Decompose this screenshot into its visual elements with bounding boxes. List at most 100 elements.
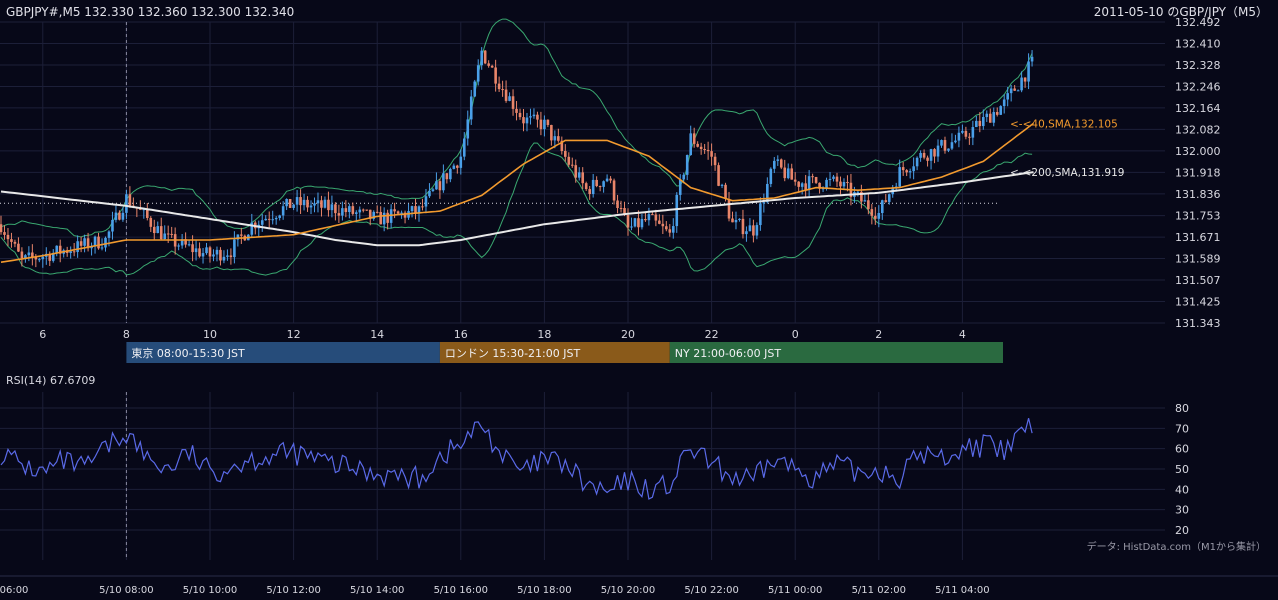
candle-body: [835, 176, 839, 182]
candle-body: [685, 155, 689, 175]
sma200-annotation: <-<200,SMA,131.919: [1010, 167, 1124, 179]
candle-body: [699, 146, 703, 150]
candle-body: [476, 65, 480, 82]
candle-body: [497, 83, 501, 90]
candle-body: [557, 136, 560, 141]
candle-body: [20, 251, 24, 259]
candle-body: [215, 249, 219, 255]
candle-body: [860, 191, 863, 202]
candle-body: [442, 173, 445, 191]
candle-body: [69, 251, 72, 253]
candle-body: [954, 140, 957, 143]
candle-body: [863, 200, 867, 202]
candle-body: [807, 176, 811, 190]
candle-body: [724, 184, 727, 199]
candle-body: [274, 217, 278, 220]
candle-body: [992, 112, 996, 123]
candle-body: [720, 184, 724, 186]
candle-body: [1030, 56, 1034, 62]
candle-body: [1027, 61, 1030, 82]
candle-body: [250, 222, 254, 235]
sma40-annotation: <-<40,SMA,132.105: [1010, 118, 1118, 130]
candle-body: [842, 182, 846, 187]
candle-body: [717, 165, 720, 186]
price-time-tick: 4: [959, 328, 966, 341]
candle-body: [487, 63, 490, 66]
candle-body: [574, 165, 578, 178]
candle-body: [706, 149, 710, 152]
candle-body: [988, 113, 992, 123]
candle-body: [821, 188, 825, 190]
candle-body: [508, 96, 511, 101]
candle-body: [271, 219, 274, 221]
candle-body: [139, 208, 142, 210]
candle-body: [205, 247, 208, 254]
candle-body: [445, 173, 449, 180]
candle-body: [825, 179, 828, 189]
candle-body: [800, 183, 804, 187]
candle-body: [76, 241, 79, 253]
candle-body: [72, 251, 76, 253]
candle-body: [421, 206, 424, 208]
candle-body: [658, 220, 661, 224]
candle-body: [654, 214, 658, 221]
candle-body: [1002, 99, 1006, 107]
candle-body: [779, 159, 783, 168]
candle-body: [483, 50, 487, 64]
candle-body: [128, 194, 132, 206]
price-axis-tick: 132.164: [1175, 102, 1221, 115]
candle-body: [198, 248, 201, 257]
candle-body: [713, 156, 717, 166]
candle-body: [710, 151, 713, 157]
candles: [0, 47, 1034, 268]
candle-body: [456, 165, 459, 168]
candle-body: [644, 218, 647, 221]
candle-body: [10, 239, 13, 242]
candle-body: [975, 120, 978, 128]
candle-body: [936, 145, 940, 157]
candle-body: [48, 253, 52, 261]
price-axis-tick: 131.589: [1175, 253, 1221, 266]
candle-body: [529, 116, 532, 118]
candle-body: [316, 200, 320, 204]
rsi-time-tick: 5/10 10:00: [183, 585, 237, 596]
candle-body: [55, 245, 59, 253]
candle-body: [452, 165, 456, 169]
candle-body: [640, 218, 644, 228]
bollinger-upper: [0, 18, 1033, 238]
candle-body: [372, 211, 376, 219]
candle-body: [766, 183, 769, 203]
rsi-axis-tick: 50: [1175, 463, 1189, 476]
candle-body: [233, 239, 236, 258]
price-axis-tick: 132.246: [1175, 80, 1221, 93]
candle-body: [581, 172, 585, 184]
candle-body: [605, 178, 609, 182]
candle-body: [466, 119, 470, 139]
candle-body: [410, 206, 414, 212]
candle-body: [759, 203, 762, 226]
rsi-panel: 80 70 60 50 40 30 20 06:00 5/10 08:00 5/10 10:00 5…: [0, 402, 1189, 596]
candle-body: [985, 113, 989, 118]
candle-body: [741, 218, 745, 235]
candle-body: [915, 157, 919, 167]
candle-body: [438, 181, 442, 191]
bollinger-bands: [0, 18, 1033, 276]
candle-body: [912, 166, 915, 172]
candle-body: [748, 225, 752, 232]
candle-body: [330, 204, 334, 211]
candle-body: [1013, 88, 1016, 91]
candle-body: [341, 208, 344, 216]
candle-body: [671, 226, 675, 233]
rsi-time-tick: 5/10 14:00: [350, 585, 404, 596]
candle-body: [365, 209, 369, 211]
candle-body: [212, 254, 215, 257]
candle-body: [292, 204, 295, 208]
candle-body: [361, 209, 365, 211]
price-axis-tick: 131.753: [1175, 210, 1221, 223]
candle-body: [490, 65, 494, 68]
candle-body: [6, 234, 10, 240]
rsi-axis-tick: 40: [1175, 483, 1189, 496]
candle-body: [539, 119, 543, 130]
candle-body: [288, 199, 292, 208]
candle-body: [306, 199, 309, 208]
